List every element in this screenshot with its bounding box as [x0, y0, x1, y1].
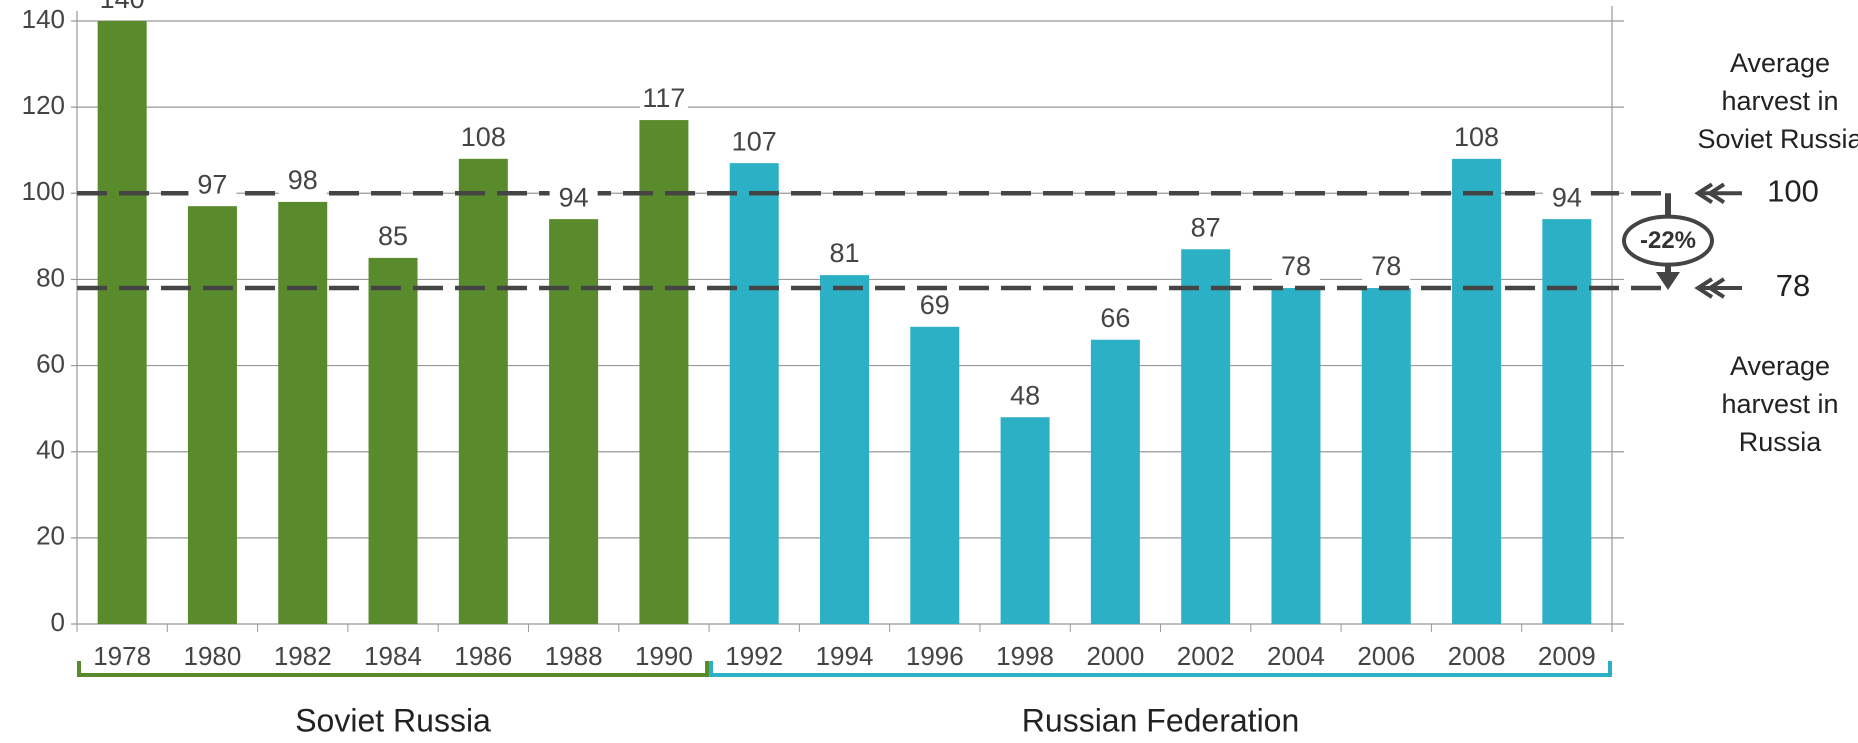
x-tick-label: 1982 [274, 641, 332, 671]
x-tick-label: 1986 [454, 641, 512, 671]
value-label: 48 [1010, 380, 1040, 410]
bar [820, 275, 869, 624]
reference-arrow [1694, 182, 1742, 204]
x-tick-label: 1994 [816, 641, 874, 671]
x-tick-label: 2008 [1448, 641, 1506, 671]
x-tick-label: 1990 [635, 641, 693, 671]
label-bg [1091, 304, 1140, 335]
label-bg [1362, 253, 1411, 284]
reference-value: 78 [1776, 268, 1810, 303]
value-label: 94 [559, 182, 589, 212]
change-badge [1622, 214, 1714, 267]
label-bg [1181, 214, 1230, 245]
value-label: 85 [378, 221, 408, 251]
reference-value: 100 [1767, 173, 1819, 208]
bar [910, 326, 960, 624]
bar [1542, 219, 1592, 624]
label-bg [459, 123, 508, 154]
value-label: 107 [732, 126, 777, 156]
bar [368, 257, 418, 624]
value-label: 78 [1281, 251, 1311, 281]
y-tick-label: 20 [36, 521, 65, 551]
x-tick-label: 2000 [1086, 641, 1144, 671]
arrow-head [1694, 182, 1714, 204]
label-bg [820, 240, 869, 271]
y-tick-label: 100 [22, 176, 65, 206]
bar [187, 206, 237, 624]
arrow-head [1706, 182, 1726, 204]
group-bracket [709, 661, 1612, 677]
label-bg [549, 184, 598, 215]
label-bg [730, 128, 779, 159]
bar [639, 120, 689, 625]
label-bg [98, 0, 147, 16]
reference-note: Soviet Russia [1697, 124, 1858, 154]
x-tick-label: 2009 [1538, 641, 1596, 671]
x-tick-label: 1978 [93, 641, 151, 671]
arrow-head [1694, 277, 1714, 299]
bar [458, 158, 508, 625]
y-tick-label: 120 [22, 90, 65, 120]
group-label: Russian Federation [1022, 702, 1299, 738]
reference-note: Average [1730, 351, 1830, 381]
bar [1361, 288, 1411, 624]
label-bg [1271, 253, 1320, 284]
group-label: Soviet Russia [295, 702, 491, 738]
value-label: 97 [197, 169, 227, 199]
bar [549, 219, 599, 624]
value-label: 98 [288, 165, 318, 195]
bar [1090, 339, 1140, 624]
value-label: 94 [1552, 182, 1582, 212]
reference-arrow [1694, 277, 1742, 299]
value-label: 117 [642, 83, 685, 113]
x-tick-label: 1980 [184, 641, 242, 671]
y-tick-label: 60 [36, 348, 65, 378]
value-label: 140 [100, 0, 145, 14]
label-bg [188, 171, 237, 202]
label-bg [1542, 184, 1591, 215]
label-bg [1452, 123, 1501, 154]
value-label: 108 [1454, 122, 1499, 152]
value-label: 108 [461, 122, 506, 152]
label-bg [369, 222, 418, 253]
change-arrow-head [1656, 272, 1680, 291]
bar [729, 163, 779, 624]
value-label: 87 [1191, 212, 1221, 242]
arrow-head [1706, 277, 1726, 299]
x-tick-label: 1988 [545, 641, 603, 671]
y-tick-label: 80 [36, 262, 65, 292]
value-label: 78 [1371, 251, 1401, 281]
label-bg [1001, 382, 1050, 413]
y-tick-label: 140 [22, 4, 65, 34]
x-tick-label: 1998 [996, 641, 1054, 671]
reference-note: Russia [1739, 427, 1823, 457]
x-tick-label: 2006 [1357, 641, 1415, 671]
reference-note: Average [1730, 48, 1830, 78]
x-tick-label: 2004 [1267, 641, 1325, 671]
x-tick-label: 1992 [725, 641, 783, 671]
reference-note: harvest in [1721, 389, 1838, 419]
y-tick-label: 40 [36, 435, 65, 465]
bar [1181, 249, 1231, 624]
x-tick-label: 1984 [364, 641, 422, 671]
bar [278, 201, 328, 624]
reference-note: harvest in [1721, 86, 1838, 116]
x-tick-label: 2002 [1177, 641, 1235, 671]
bar [1452, 158, 1502, 625]
x-tick-label: 1996 [906, 641, 964, 671]
bar [1000, 417, 1050, 624]
value-label: 69 [920, 290, 950, 320]
y-tick-label: 0 [51, 607, 65, 637]
label-bg [639, 85, 688, 116]
value-label: 66 [1100, 303, 1130, 333]
label-bg [910, 291, 959, 322]
bar [1271, 288, 1321, 624]
label-bg [278, 166, 327, 197]
bar [97, 21, 147, 624]
group-bracket [77, 661, 710, 677]
value-label: 81 [829, 238, 859, 268]
change-label: -22% [1640, 227, 1696, 254]
